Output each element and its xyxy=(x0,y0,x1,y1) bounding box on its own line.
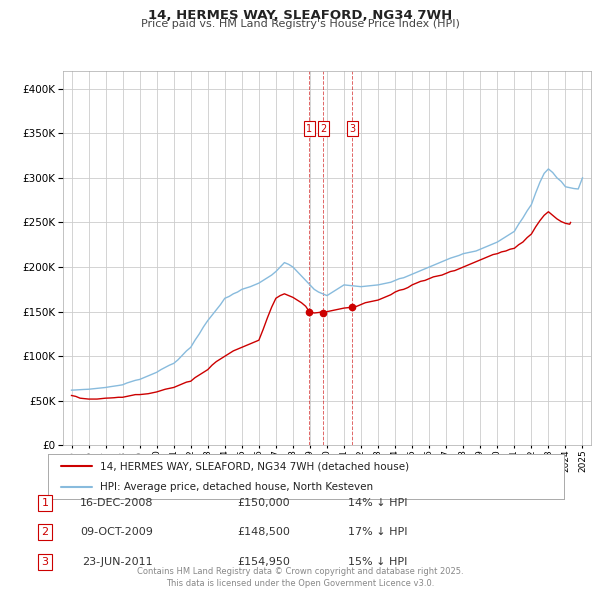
Text: 3: 3 xyxy=(41,557,49,566)
Text: £150,000: £150,000 xyxy=(238,498,290,507)
Text: 09-OCT-2009: 09-OCT-2009 xyxy=(80,527,154,537)
Text: Contains HM Land Registry data © Crown copyright and database right 2025.
This d: Contains HM Land Registry data © Crown c… xyxy=(137,567,463,588)
Text: 23-JUN-2011: 23-JUN-2011 xyxy=(82,557,152,566)
Text: 14% ↓ HPI: 14% ↓ HPI xyxy=(348,498,408,507)
Text: 3: 3 xyxy=(349,124,355,134)
Text: 1: 1 xyxy=(41,498,49,507)
Text: £148,500: £148,500 xyxy=(238,527,290,537)
Text: 16-DEC-2008: 16-DEC-2008 xyxy=(80,498,154,507)
Text: 1: 1 xyxy=(306,124,313,134)
Text: 17% ↓ HPI: 17% ↓ HPI xyxy=(348,527,408,537)
Text: £154,950: £154,950 xyxy=(238,557,290,566)
Text: 2: 2 xyxy=(41,527,49,537)
Text: 2: 2 xyxy=(320,124,326,134)
Text: 14, HERMES WAY, SLEAFORD, NG34 7WH (detached house): 14, HERMES WAY, SLEAFORD, NG34 7WH (deta… xyxy=(100,461,409,471)
Text: 14, HERMES WAY, SLEAFORD, NG34 7WH: 14, HERMES WAY, SLEAFORD, NG34 7WH xyxy=(148,9,452,22)
Text: 15% ↓ HPI: 15% ↓ HPI xyxy=(349,557,407,566)
Text: Price paid vs. HM Land Registry's House Price Index (HPI): Price paid vs. HM Land Registry's House … xyxy=(140,19,460,30)
Text: HPI: Average price, detached house, North Kesteven: HPI: Average price, detached house, Nort… xyxy=(100,481,373,491)
